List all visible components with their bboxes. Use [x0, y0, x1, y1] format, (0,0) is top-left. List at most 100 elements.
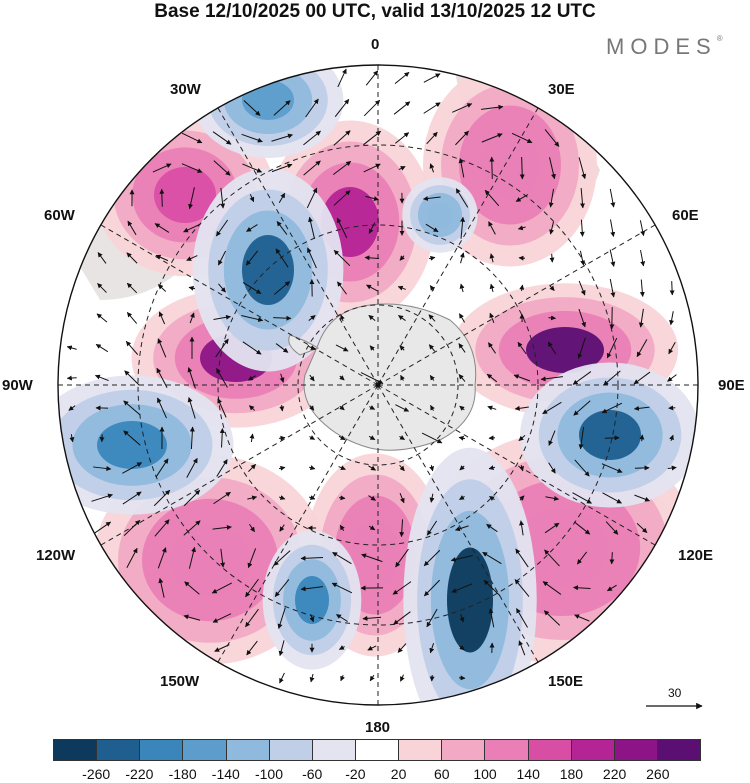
wind-arrow	[519, 156, 525, 180]
wind-arrow	[423, 73, 441, 83]
wind-arrow	[369, 345, 375, 351]
wind-arrow	[248, 463, 256, 472]
wind-arrow	[393, 611, 411, 625]
wind-arrow	[187, 396, 196, 419]
reference-vector-label: 30	[668, 686, 682, 700]
wind-arrow	[429, 493, 435, 503]
lon-label-60w: 60W	[44, 207, 75, 224]
wind-arrow	[633, 371, 651, 385]
colorbar-tick-label: -100	[254, 766, 284, 782]
wind-arrow	[459, 645, 465, 651]
colorbar-tick-label: -20	[345, 766, 366, 782]
wind-arrow	[125, 341, 139, 355]
colorbar-tick-label: 220	[602, 766, 627, 782]
wind-arrow	[368, 495, 376, 501]
lon-label-90w: 90W	[2, 377, 33, 394]
wind-arrow	[577, 337, 586, 359]
wind-arrow	[123, 400, 141, 416]
wind-arrow	[669, 281, 675, 296]
wind-arrow	[422, 196, 441, 201]
wind-arrow	[481, 104, 504, 110]
wind-arrow	[518, 640, 526, 656]
anomaly-contour	[579, 410, 641, 460]
wind-arrow	[309, 673, 315, 683]
wind-arrow	[339, 375, 345, 381]
wind-arrow	[334, 98, 350, 117]
wind-arrow	[516, 608, 528, 628]
wind-arrow	[66, 345, 77, 351]
wind-arrow	[609, 278, 616, 298]
wind-arrow	[249, 405, 255, 411]
wind-arrow	[636, 339, 648, 358]
wind-arrow	[155, 254, 169, 262]
wind-arrow	[669, 311, 675, 326]
wind-arrow	[397, 643, 407, 653]
wind-arrow	[309, 435, 316, 440]
wind-arrow	[573, 400, 591, 416]
wind-arrow	[363, 163, 381, 173]
wind-arrow	[519, 284, 525, 292]
wind-arrow	[549, 221, 555, 235]
wind-arrow	[639, 434, 645, 442]
wind-arrow	[578, 427, 585, 450]
wind-arrow	[157, 338, 167, 358]
wind-arrow	[395, 404, 410, 412]
wind-arrow	[428, 255, 436, 261]
wind-arrow	[337, 281, 347, 295]
wind-arrow	[213, 491, 231, 505]
wind-arrow	[398, 315, 406, 321]
wind-arrow	[459, 283, 465, 293]
colorbar-tick-label: -180	[168, 766, 197, 782]
wind-arrow	[514, 405, 529, 411]
wind-arrow	[518, 434, 526, 442]
wind-arrow	[278, 435, 286, 441]
wind-arrow	[609, 552, 615, 565]
lon-label-150e: 150E	[548, 673, 584, 690]
wind-arrow	[300, 586, 323, 592]
wind-arrow	[601, 463, 623, 473]
wind-arrow	[249, 194, 255, 203]
wind-arrow	[245, 578, 259, 598]
colorbar-tick-label: 100	[473, 766, 497, 782]
wind-arrow	[489, 312, 495, 324]
wind-arrow	[423, 579, 441, 597]
wind-arrow	[217, 250, 227, 266]
wind-arrow	[458, 675, 466, 681]
wind-arrow	[278, 640, 285, 657]
wind-arrow	[242, 341, 262, 355]
antarctica	[303, 303, 477, 451]
colorbar-tick-label: 60	[434, 766, 450, 782]
wind-arrow	[517, 225, 526, 231]
wind-arrow	[246, 224, 258, 232]
wind-arrow	[398, 165, 406, 171]
wind-arrow	[217, 398, 227, 418]
wind-arrow	[397, 285, 406, 291]
wind-arrow	[393, 101, 411, 115]
wind-arrow	[331, 582, 353, 594]
wind-arrow	[335, 344, 349, 352]
wind-arrow	[458, 313, 466, 323]
colorbar-tick-label: -140	[211, 766, 240, 782]
wind-arrow	[574, 614, 590, 622]
wind-arrow	[365, 195, 379, 201]
wind-arrow	[273, 100, 291, 116]
wind-arrow	[604, 435, 620, 441]
wind-arrow	[459, 252, 465, 264]
wind-arrow	[332, 160, 352, 176]
negative-anomaly-centre	[262, 530, 362, 670]
colorbar-tick-label: 180	[559, 766, 584, 782]
wind-arrow	[220, 187, 226, 209]
lon-label-0: 0	[371, 36, 380, 53]
wind-arrow	[340, 675, 345, 682]
wind-arrow	[545, 495, 560, 501]
wind-arrow	[249, 433, 255, 443]
wind-arrow	[364, 255, 380, 261]
map-title: Base 12/10/2025 00 UTC, valid 13/10/2025…	[154, 1, 596, 22]
wind-arrow	[511, 132, 533, 144]
wind-arrow	[91, 493, 113, 502]
colorbar	[53, 739, 701, 761]
wind-arrow	[158, 577, 165, 598]
wind-arrow	[459, 405, 465, 411]
antarctic-peninsula	[288, 334, 320, 356]
negative-anomaly-centre	[58, 375, 234, 515]
